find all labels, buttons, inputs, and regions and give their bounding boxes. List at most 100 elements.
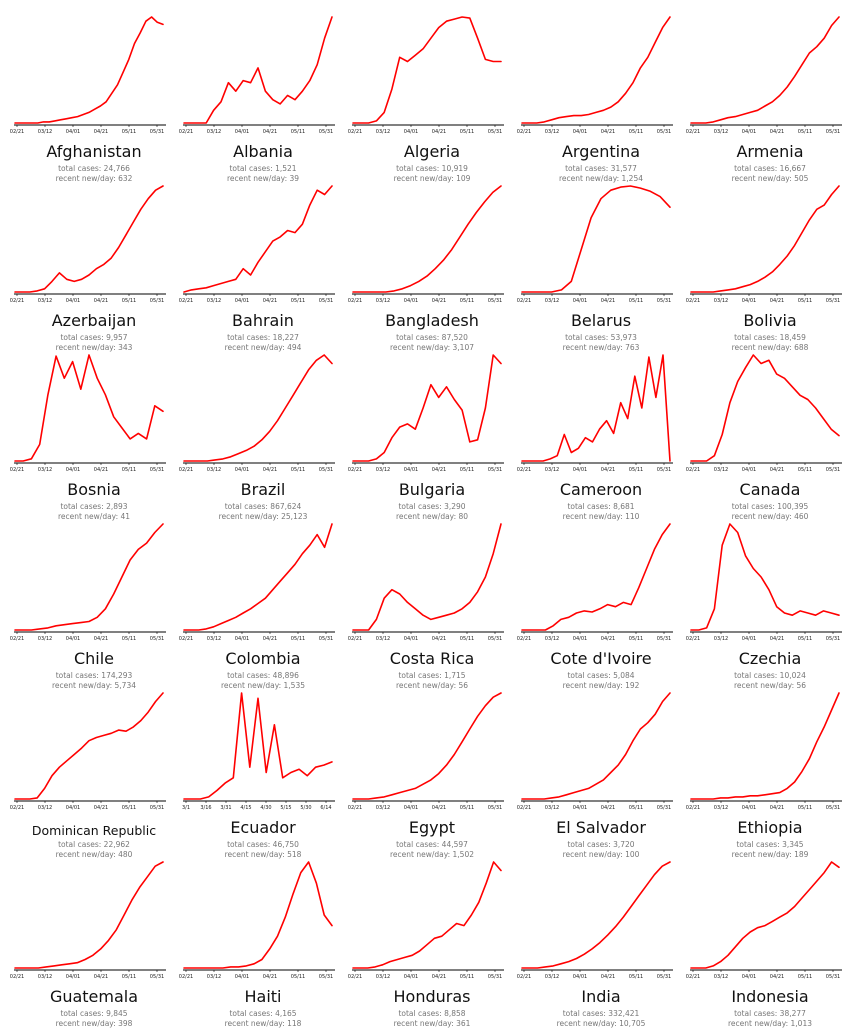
x-tick-label: 02/21 [10,298,24,304]
recent-new-per-day-label: recent new/day: [731,343,792,352]
x-tick-label: 04/01 [404,467,418,473]
series-line [521,692,671,800]
total-cases-value: 3,345 [782,840,804,849]
x-tick-label: 04/21 [263,467,277,473]
x-tick-label: 03/12 [207,129,221,135]
series-line [14,185,164,293]
x-tick-label: 04/01 [404,805,418,811]
recent-new-per-day-label: recent new/day: [562,512,623,521]
x-tick-label: 04/21 [263,974,277,980]
x-tick-label: 05/11 [122,636,136,642]
recent-new-per-day-stat: recent new/day: 1,254 [521,174,681,184]
country-name: Costa Rica [389,649,475,668]
x-tick-label: 05/11 [291,636,305,642]
recent-new-per-day-value: 688 [794,343,809,352]
x-tick-label: 05/31 [319,129,333,135]
total-cases-label: total cases: [398,502,442,511]
recent-new-per-day-value: 3,107 [452,343,475,352]
total-cases-value: 174,293 [101,671,133,680]
x-tick-label: 03/12 [714,298,728,304]
x-tick-label: 05/11 [460,467,474,473]
chart-panel: 02/21 03/12 04/01 04/21 05/11 05/31 Albania tot… [179,14,343,189]
total-cases-stat: total cases: 4,165 [183,1009,343,1019]
recent-new-per-day-value: 494 [287,343,302,352]
total-cases-value: 44,597 [441,840,468,849]
total-cases-label: total cases: [396,164,440,173]
country-name: Guatemala [49,987,139,1006]
x-tick-label: 04/01 [66,129,80,135]
x-tick-label: 05/31 [826,467,840,473]
chart-panel: 02/21 03/12 04/01 04/21 05/11 05/31 Czechia tot… [686,521,850,696]
x-tick-label: 05/11 [460,298,474,304]
series-line [183,185,333,293]
chart-panel: 02/21 03/12 04/01 04/21 05/11 05/31 Brazil tota… [179,352,343,527]
x-tick-label: 03/12 [376,636,390,642]
x-tick-label: 02/21 [348,298,362,304]
x-tick-label: 04/01 [573,129,587,135]
total-cases-label: total cases: [398,671,442,680]
x-tick-label: 02/21 [686,298,700,304]
recent-new-per-day-value: 56 [796,681,807,690]
total-cases-value: 2,893 [106,502,128,511]
recent-new-per-day-stat: recent new/day: 56 [690,681,850,691]
x-tick-label: 05/31 [319,298,333,304]
line-chart: 02/21 03/12 04/01 04/21 05/11 05/31 [348,692,504,811]
x-tick-label: 05/31 [150,467,164,473]
total-cases-value: 87,520 [441,333,468,342]
x-tick-label: 05/31 [150,298,164,304]
x-tick-label: 02/21 [10,636,24,642]
x-tick-label: 04/01 [66,805,80,811]
total-cases-label: total cases: [227,840,271,849]
recent-new-per-day-stat: recent new/day: 118 [183,1019,343,1029]
x-tick-label: 05/31 [826,129,840,135]
country-name: Czechia [738,649,802,668]
recent-new-per-day-value: 100 [625,850,640,859]
country-name: India [581,987,621,1006]
x-tick-label: 02/21 [10,805,24,811]
total-cases-label: total cases: [58,164,102,173]
country-name: Armenia [736,142,804,161]
line-chart: 02/21 03/12 04/01 04/21 05/11 05/31 [10,692,166,811]
recent-new-per-day-stat: recent new/day: 480 [14,850,174,860]
x-tick-label: 05/11 [798,636,812,642]
total-cases-stat: total cases: 9,957 [14,333,174,343]
total-cases-label: total cases: [736,840,780,849]
line-chart: 02/21 03/12 04/01 04/21 05/11 05/31 [686,861,842,980]
line-chart: 02/21 03/12 04/01 04/21 05/11 05/31 [517,354,673,473]
total-cases-stat: total cases: 1,521 [183,164,343,174]
x-tick-label: 03/12 [376,129,390,135]
recent-new-per-day-label: recent new/day: [218,512,279,521]
chart-panel: 3/1 3/16 3/31 4/15 4/30 5/15 5/30 6/14 Ecuador to… [182,690,343,865]
total-cases-label: total cases: [734,671,778,680]
recent-new-per-day-stat: recent new/day: 41 [14,512,174,522]
x-tick-label: 05/11 [122,974,136,980]
x-tick-label: 05/31 [826,636,840,642]
recent-new-per-day-stat: recent new/day: 494 [183,343,343,353]
x-tick-label: 3/31 [220,805,231,811]
x-tick-label: 03/12 [38,636,52,642]
x-tick-label: 05/31 [826,805,840,811]
total-cases-value: 18,227 [272,333,299,342]
series-line [183,861,333,969]
chart-panel: 02/21 03/12 04/01 04/21 05/11 05/31 Canada tota… [686,352,850,527]
chart-panel: 02/21 03/12 04/01 04/21 05/11 05/31 Afghanista… [10,14,174,189]
country-name: Belarus [570,311,632,330]
x-tick-label: 02/21 [10,129,24,135]
series-line [352,692,502,800]
x-tick-label: 04/01 [66,636,80,642]
series-line [690,16,840,124]
chart-panel: 02/21 03/12 04/01 04/21 05/11 05/31 Bahrain tot… [179,183,343,358]
x-tick-label: 02/21 [348,467,362,473]
total-cases-stat: total cases: 87,520 [352,333,512,343]
x-tick-label: 04/21 [601,974,615,980]
x-tick-label: 05/11 [291,974,305,980]
total-cases-value: 3,290 [444,502,466,511]
chart-panel: 02/21 03/12 04/01 04/21 05/11 05/31 Cameroon to… [517,352,681,527]
chart-panel: 02/21 03/12 04/01 04/21 05/11 05/31 Indonesia t… [686,859,850,1034]
line-chart: 02/21 03/12 04/01 04/21 05/11 05/31 [686,523,842,642]
x-tick-label: 05/31 [488,467,502,473]
x-tick-label: 04/21 [432,467,446,473]
chart-panel: 02/21 03/12 04/01 04/21 05/11 05/31 Ethiopia to… [686,690,850,865]
x-tick-label: 05/11 [798,298,812,304]
